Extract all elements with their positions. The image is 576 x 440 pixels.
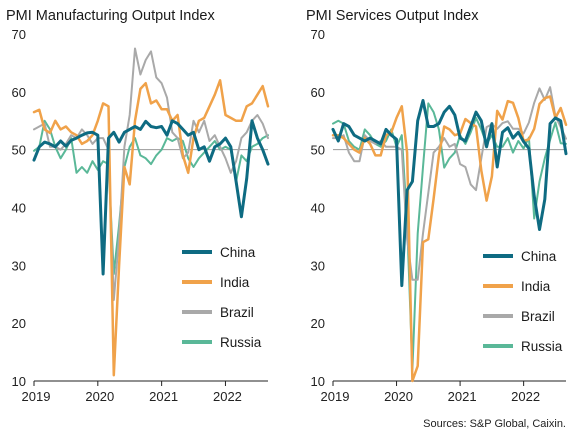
x-tick-label: 2021 — [149, 389, 178, 404]
y-tick-label: 40 — [12, 201, 26, 216]
y-tick-label: 20 — [12, 316, 26, 331]
source-note: Sources: S&P Global, Caixin. — [423, 418, 566, 430]
y-tick-label: 30 — [311, 258, 325, 273]
x-tick-label: 2021 — [448, 389, 477, 404]
series-line-india — [331, 95, 568, 383]
x-tick-label: 2019 — [321, 389, 350, 404]
x-tick-label: 2022 — [213, 389, 242, 404]
chart-title: PMI Manufacturing Output Index — [6, 8, 215, 24]
y-tick-label: 10 — [12, 374, 26, 389]
legend-label-india: India — [521, 279, 551, 294]
series-line-china — [32, 119, 270, 276]
y-tick-label: 50 — [311, 143, 325, 158]
y-tick-label: 70 — [311, 27, 325, 42]
chart-title: PMI Services Output Index — [306, 8, 479, 24]
series-line-brazil — [33, 47, 269, 301]
y-tick-label: 30 — [12, 258, 26, 273]
series-line-russia — [33, 119, 269, 275]
services-panel: PMI Services Output Index 10 20 30 40 50 60 70 2… — [306, 8, 568, 404]
y-tick-label: 70 — [12, 27, 26, 42]
legend-label-india: India — [220, 275, 250, 290]
y-tick-label: 60 — [12, 85, 26, 100]
y-tick-label: 40 — [311, 201, 325, 216]
y-tick-label: 60 — [311, 85, 325, 100]
x-tick-label: 2020 — [384, 389, 413, 404]
legend-label-russia: Russia — [220, 335, 262, 350]
legend-label-brazil: Brazil — [521, 309, 555, 324]
y-tick-label: 10 — [311, 374, 325, 389]
x-tick-label: 2020 — [85, 389, 114, 404]
legend-label-china: China — [521, 249, 557, 264]
x-tick-label: 2019 — [22, 389, 51, 404]
y-tick-label: 50 — [12, 143, 26, 158]
legend-label-brazil: Brazil — [220, 305, 254, 320]
y-tick-label: 20 — [311, 316, 325, 331]
x-tick-label: 2022 — [511, 389, 540, 404]
series-line-china — [331, 99, 568, 288]
manufacturing-panel: PMI Manufacturing Output Index 10 20 30 40 50… — [6, 8, 270, 404]
legend-label-china: China — [220, 245, 256, 260]
series-line-india — [32, 79, 270, 377]
legend-label-russia: Russia — [521, 339, 563, 354]
series-line-brazil — [332, 86, 567, 281]
